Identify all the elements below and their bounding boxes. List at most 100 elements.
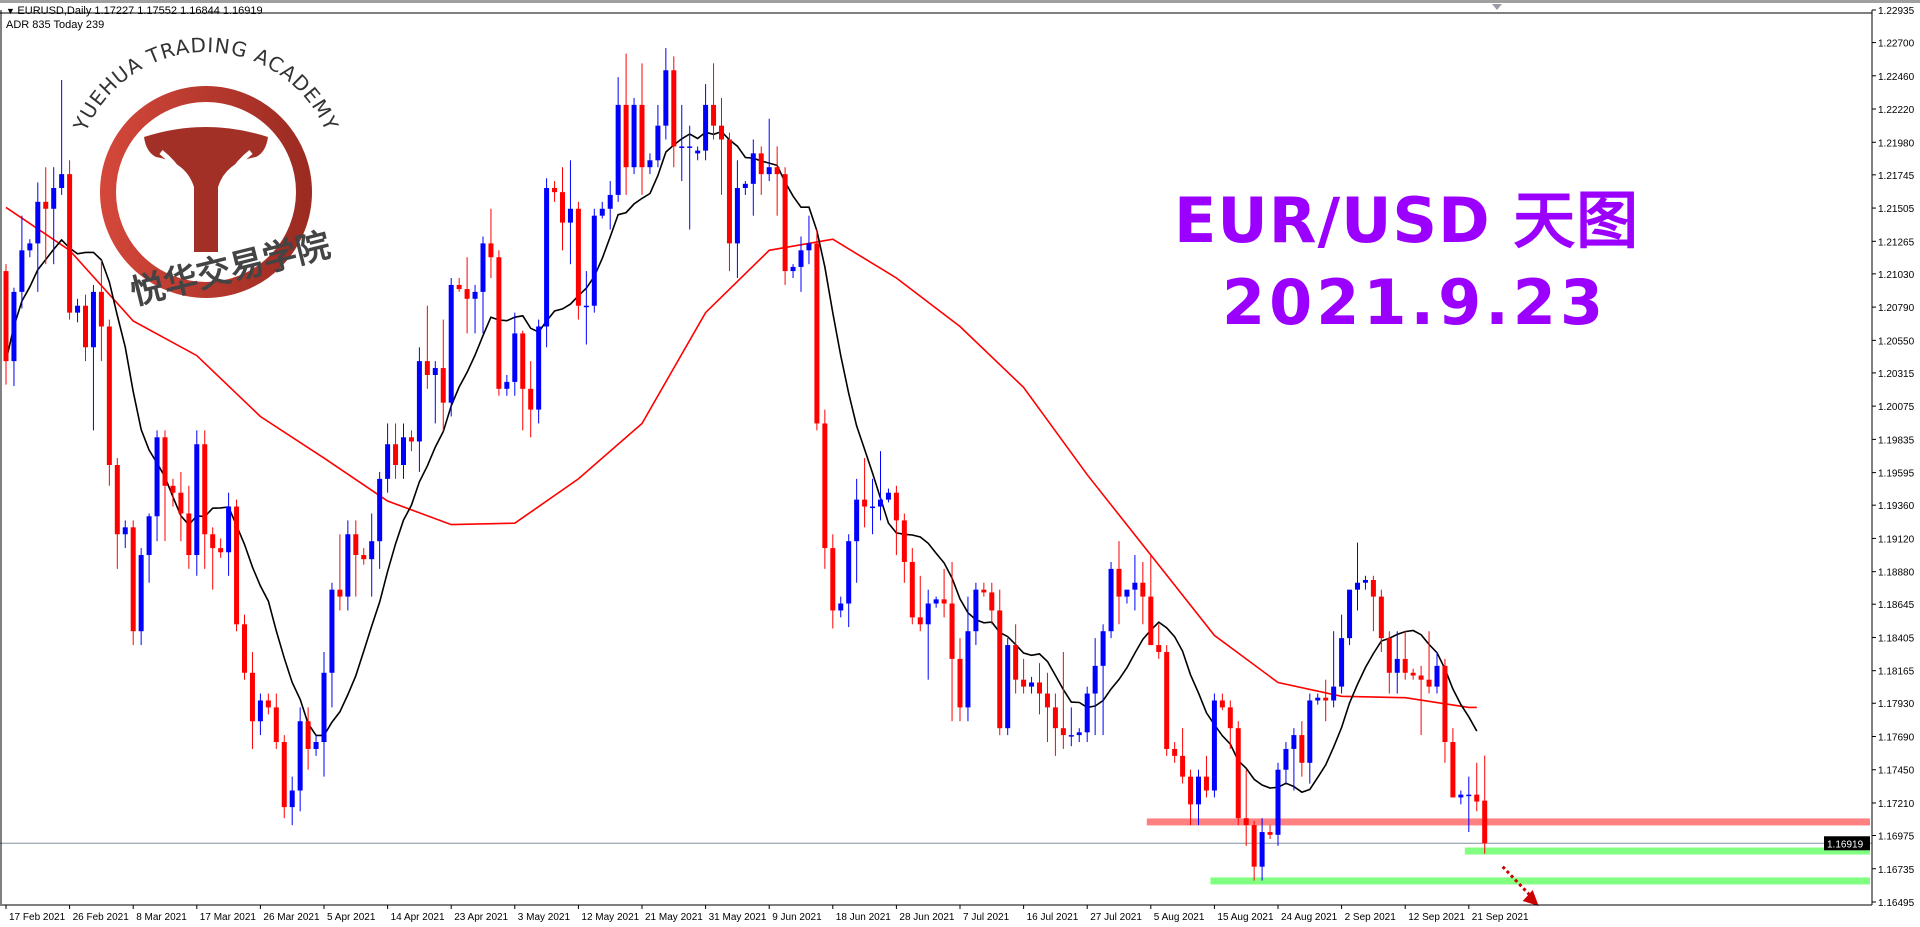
candle-bull[interactable] [1291, 728, 1297, 791]
candle-bear[interactable] [1370, 575, 1376, 632]
candle-bear[interactable] [242, 614, 247, 680]
candle-bull[interactable] [345, 520, 351, 611]
candle-bear[interactable] [957, 638, 963, 722]
candle-bull[interactable] [973, 582, 979, 646]
candle-bull[interactable] [1005, 638, 1011, 736]
candle-bull[interactable] [1466, 776, 1472, 833]
candle-bear[interactable] [719, 97, 724, 195]
candle-bear[interactable] [361, 548, 367, 565]
candle-bull[interactable] [19, 215, 25, 309]
candle-bear[interactable] [782, 167, 788, 285]
candle-bear[interactable] [1442, 658, 1448, 763]
candle-bear[interactable] [1378, 589, 1384, 652]
candle-bear[interactable] [1323, 679, 1329, 722]
candle-bear[interactable] [893, 485, 899, 556]
candle-bear[interactable] [1235, 721, 1241, 826]
candle-bull[interactable] [321, 651, 327, 777]
candle-bear[interactable] [639, 63, 645, 195]
candle-bull[interactable] [965, 596, 971, 722]
candle-bull[interactable] [885, 488, 891, 503]
candle-bull[interactable] [631, 97, 637, 175]
candle-bear[interactable] [408, 430, 414, 452]
candle-bull[interactable] [138, 548, 144, 646]
candle-bull[interactable] [1108, 561, 1114, 639]
candle-bull[interactable] [1347, 589, 1353, 646]
candle-bear[interactable] [456, 278, 462, 292]
dropdown-triangle-icon[interactable]: ▼ [6, 6, 18, 16]
candle-bull[interactable] [567, 160, 573, 265]
candle-bear[interactable] [170, 478, 176, 507]
candle-bear[interactable] [1156, 624, 1162, 659]
candle-bear[interactable] [1203, 755, 1209, 798]
candle-bull[interactable] [1076, 728, 1082, 743]
candle-bull[interactable] [480, 236, 486, 334]
candle-bull[interactable] [27, 239, 33, 258]
candle-bull[interactable] [1458, 790, 1464, 805]
candle-bull[interactable] [512, 312, 518, 396]
candle-bull[interactable] [544, 178, 550, 348]
candle-bull[interactable] [599, 201, 605, 219]
candle-bull[interactable] [1315, 693, 1321, 705]
candle-bear[interactable] [1172, 742, 1178, 763]
candle-bear[interactable] [758, 146, 764, 195]
candle-bear[interactable] [575, 201, 581, 320]
candle-bear[interactable] [1418, 665, 1424, 736]
candle-bear[interactable] [1164, 645, 1170, 756]
candle-bear[interactable] [1482, 755, 1488, 854]
candle-bear[interactable] [1060, 651, 1066, 749]
candle-bull[interactable] [1196, 769, 1201, 826]
candle-bull[interactable] [472, 284, 478, 334]
candle-bull[interactable] [1362, 575, 1368, 590]
candle-bull[interactable] [1132, 555, 1138, 611]
candle-bull[interactable] [687, 125, 693, 230]
candle-bear[interactable] [1227, 700, 1233, 749]
candle-bear[interactable] [281, 735, 287, 819]
candle-bull[interactable] [854, 478, 860, 583]
candle-bear[interactable] [1180, 728, 1186, 784]
candle-bull[interactable] [734, 160, 740, 279]
candle-bull[interactable] [1124, 589, 1130, 604]
candle-bear[interactable] [774, 146, 780, 216]
candle-bear[interactable] [711, 63, 717, 140]
candle-bull[interactable] [1283, 742, 1289, 784]
candle-bull[interactable] [933, 596, 939, 608]
candle-bear[interactable] [218, 538, 224, 558]
candle-bull[interactable] [35, 182, 41, 292]
candle-bull[interactable] [11, 287, 17, 387]
candle-bear[interactable] [1450, 728, 1456, 798]
candle-bear[interactable] [273, 693, 279, 749]
candle-bull[interactable] [377, 471, 383, 569]
candle-bull[interactable] [1355, 542, 1360, 611]
support-level-line[interactable] [1464, 847, 1870, 855]
candle-bear[interactable] [726, 132, 732, 272]
candle-bear[interactable] [440, 319, 446, 431]
candle-bear[interactable] [178, 471, 184, 542]
candle-bear[interactable] [528, 361, 534, 438]
candle-bull[interactable] [504, 374, 510, 396]
candle-bear[interactable] [623, 53, 629, 195]
candle-bull[interactable] [607, 181, 613, 230]
candle-bear[interactable] [1148, 555, 1154, 646]
candle-bear[interactable] [249, 651, 255, 749]
candle-bull[interactable] [51, 167, 57, 265]
candle-bear[interactable] [909, 548, 915, 625]
candle-bear[interactable] [1267, 825, 1273, 839]
candle-bear[interactable] [901, 513, 907, 583]
candle-bear[interactable] [1021, 658, 1027, 694]
candle-bear[interactable] [949, 561, 955, 722]
candle-bull[interactable] [703, 84, 709, 161]
support-level-line[interactable] [1210, 877, 1870, 885]
candle-bull[interactable] [878, 451, 883, 521]
candle-bull[interactable] [1100, 624, 1106, 736]
candle-bear[interactable] [560, 167, 565, 251]
candle-bear[interactable] [941, 568, 947, 618]
candle-bull[interactable] [416, 347, 422, 472]
candle-bull[interactable] [615, 77, 621, 202]
candle-bull[interactable] [870, 478, 876, 535]
candle-bear[interactable] [202, 430, 208, 569]
candle-bull[interactable] [385, 423, 391, 493]
candle-bear[interactable] [1219, 693, 1225, 711]
candle-bull[interactable] [695, 146, 701, 161]
candle-bull[interactable] [313, 735, 319, 756]
candle-bear[interactable] [305, 707, 311, 770]
